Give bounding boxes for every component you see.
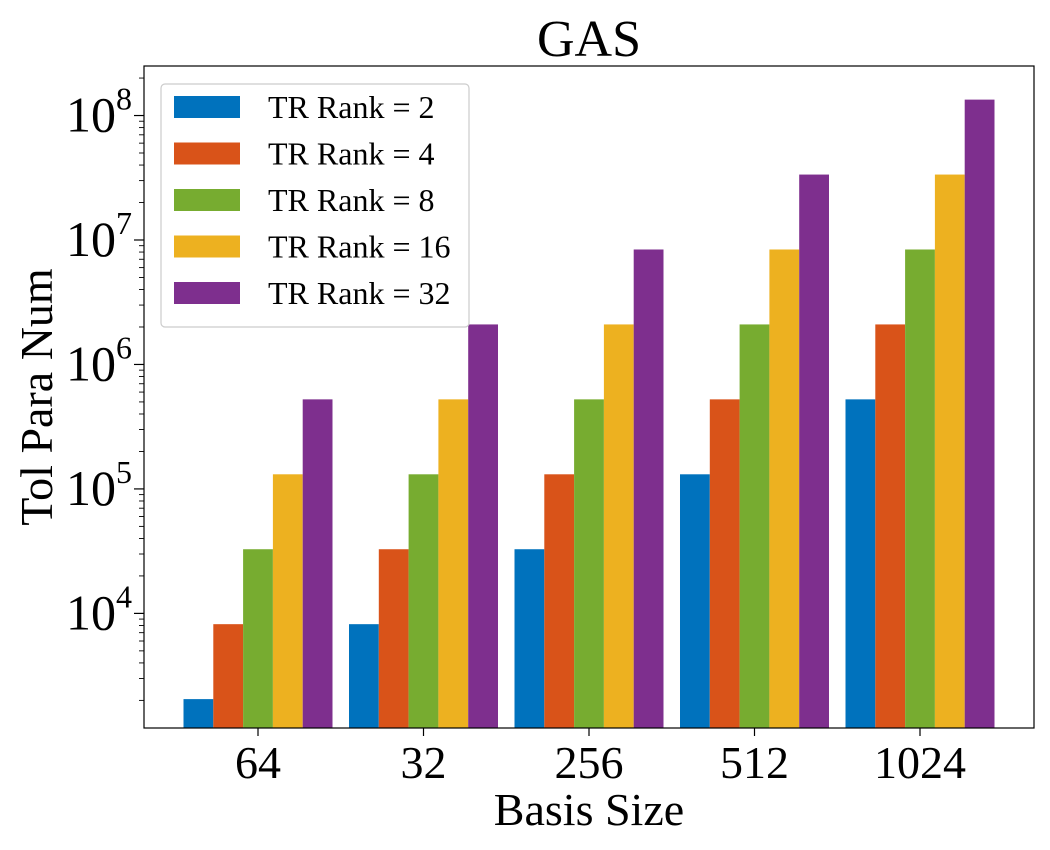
bar-3-512 <box>739 324 770 728</box>
bar-1-1024 <box>845 399 876 728</box>
bar-4-512 <box>769 249 800 729</box>
bar-1-256 <box>514 549 545 728</box>
bar-3-256 <box>574 399 604 728</box>
bar-3-32 <box>408 474 439 728</box>
chart-title: GAS <box>537 11 641 68</box>
bar-2-64 <box>213 624 244 728</box>
bar-1-64 <box>183 699 214 728</box>
legend: TR Rank = 2 TR Rank = 4 TR Rank = 8 TR Rank… <box>160 83 470 328</box>
legend-label: TR Rank = 16 <box>268 229 450 265</box>
y-axis-label: Tol Para Num <box>11 268 62 526</box>
legend-swatch <box>174 96 240 118</box>
bar-5-256 <box>633 249 664 729</box>
bar-3-64 <box>243 549 273 728</box>
bar-5-64 <box>302 399 333 728</box>
y-tick-label: 105 <box>66 454 132 516</box>
bar-3-1024 <box>905 249 935 729</box>
bar-5-512 <box>799 174 829 728</box>
legend-swatch <box>174 282 240 304</box>
bar-2-32 <box>378 549 409 728</box>
x-tick-label: 32 <box>401 737 447 788</box>
axes-layer: 104 105 106 107 108 64 32 256 512 1024 <box>66 65 1035 788</box>
bar-5-1024 <box>964 99 995 729</box>
legend-label: TR Rank = 2 <box>268 89 434 125</box>
bar-4-32 <box>438 399 469 728</box>
bar-1-512 <box>680 474 710 728</box>
legend-label: TR Rank = 32 <box>268 275 450 311</box>
x-tick-label: 256 <box>555 737 624 788</box>
legend-label: TR Rank = 4 <box>268 136 434 172</box>
bar-5-32 <box>468 324 498 728</box>
bar-2-256 <box>544 474 575 728</box>
bar-2-512 <box>709 399 740 728</box>
legend-swatch <box>174 142 240 165</box>
bar-2-1024 <box>875 324 906 728</box>
y-tick-label: 108 <box>66 81 132 143</box>
x-axis-label: Basis Size <box>494 784 684 835</box>
y-tick-label: 107 <box>66 205 132 267</box>
legend-label: TR Rank = 8 <box>268 182 434 218</box>
bar-4-256 <box>603 324 634 728</box>
x-tick-label: 64 <box>235 737 281 788</box>
legend-swatch <box>174 189 240 211</box>
legend-swatch <box>174 235 240 258</box>
x-tick-label: 1024 <box>874 737 966 788</box>
bars-layer <box>183 99 995 729</box>
bar-1-32 <box>349 624 379 728</box>
y-tick-label: 106 <box>66 329 132 391</box>
bar-4-1024 <box>934 174 965 728</box>
y-tick-label: 104 <box>66 578 132 640</box>
x-tick-label: 512 <box>720 737 789 788</box>
bar-4-64 <box>272 474 303 728</box>
